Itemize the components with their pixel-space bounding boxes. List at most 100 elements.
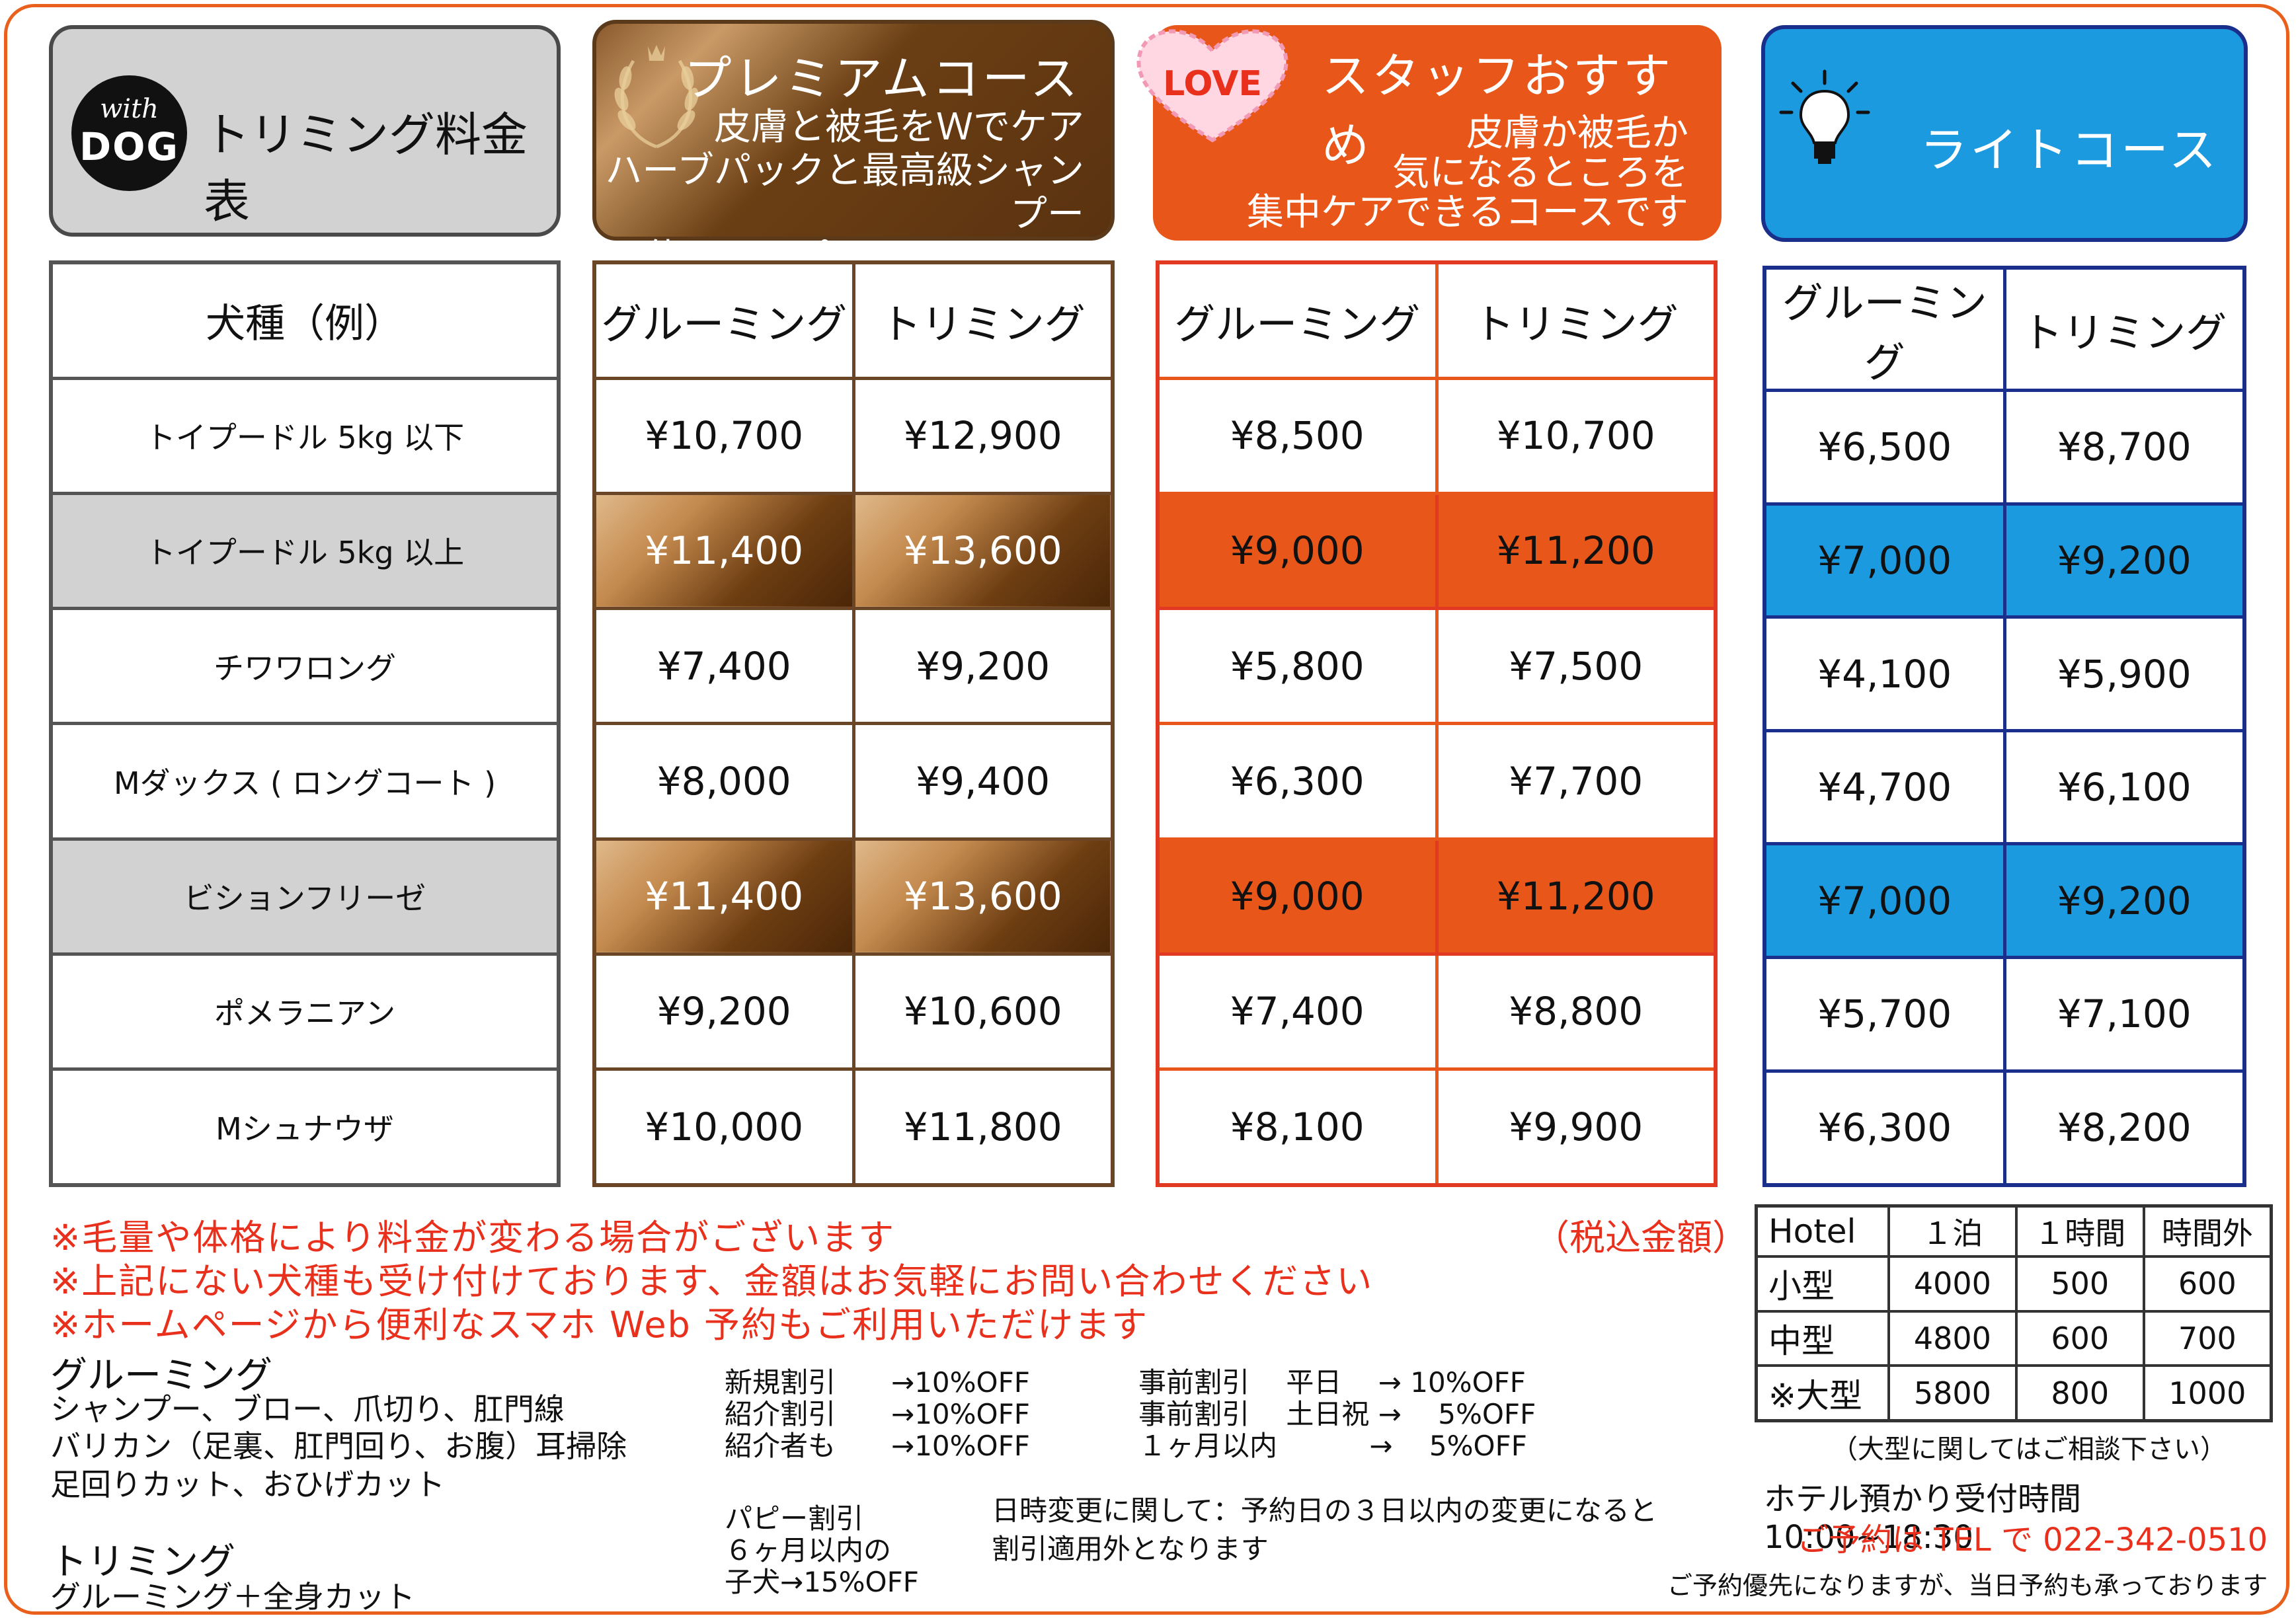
price-cell: ¥13,600: [851, 837, 1115, 956]
price-cell: ¥8,700: [2002, 389, 2246, 506]
price-cell: ¥7,400: [592, 606, 855, 726]
breed-cell: Mダックス ( ロングコート ): [49, 722, 561, 841]
staff-desc-line: 皮膚か被毛か: [1466, 112, 1688, 155]
grooming-column-header: グルーミング: [1762, 266, 2006, 392]
hotel-header: １時間: [2014, 1204, 2145, 1258]
hotel-price: 600: [2014, 1309, 2145, 1368]
trimming-column-header: トリミング: [2002, 266, 2246, 392]
puppy-discount-line: 子犬→15%OFF: [725, 1566, 919, 1598]
premium-desc-line: 皮膚と被毛をＷでケア: [714, 106, 1084, 149]
price-cell: ¥8,200: [2002, 1069, 2246, 1187]
hotel-header: １泊: [1887, 1204, 2018, 1258]
trimming-column-header: トリミング: [851, 260, 1115, 380]
price-cell: ¥9,200: [2002, 502, 2246, 619]
discount-line: 紹介者も →10%OFF: [725, 1430, 1030, 1462]
premium-desc-line: ハーブパックと最高級シャンプー: [605, 149, 1084, 236]
hotel-price: 5800: [1887, 1364, 2018, 1422]
price-cell: ¥9,200: [592, 952, 855, 1071]
price-cell: ¥9,200: [851, 606, 1115, 726]
grooming-line: シャンプー、ブロー、爪切り、肛門線: [50, 1391, 565, 1427]
logo-with-text: with: [100, 94, 159, 124]
discount-line: 紹介割引 →10%OFF: [725, 1398, 1030, 1430]
price-cell: ¥9,900: [1435, 1067, 1718, 1187]
date-change-note: 日時変更に関して：予約日の３日以内の変更になると: [992, 1494, 1657, 1527]
price-cell: ¥10,700: [1435, 376, 1718, 495]
staff-recommend-description: 皮膚か被毛か 気になるところを 集中ケアできるコースです: [1247, 114, 1688, 233]
price-cell: ¥11,400: [592, 837, 855, 956]
price-cell: ¥8,100: [1156, 1067, 1439, 1187]
hotel-size: 小型: [1755, 1255, 1890, 1313]
price-cell: ¥8,800: [1435, 952, 1718, 1071]
breed-column-header: 犬種（例）: [49, 260, 561, 380]
hotel-price: 600: [2142, 1255, 2273, 1313]
price-cell: ¥9,400: [851, 722, 1115, 841]
reservation-priority-note: ご予約優先になりますが、当日予約も承っております: [1667, 1571, 2268, 1600]
discount-line: 事前割引 土日祝 → 5%OFF: [1138, 1398, 1536, 1430]
breed-cell: トイプードル 5kg 以下: [49, 376, 561, 495]
price-cell: ¥10,600: [851, 952, 1115, 1071]
grooming-line: バリカン（足裏、肛門回り、お腹）耳掃除: [50, 1428, 627, 1464]
premium-price-table: グルーミング トリミング ¥10,700 ¥12,900 ¥11,400 ¥13,60…: [592, 260, 1115, 1187]
hotel-size: ※大型: [1755, 1364, 1890, 1422]
trimming-line: グルーミング＋全身カット: [50, 1579, 415, 1615]
hotel-hours: ホテル預かり受付時間 10:00~18:30: [1764, 1481, 2082, 1556]
breed-cell: ポメラニアン: [49, 952, 561, 1071]
hotel-price: 4800: [1887, 1309, 2018, 1368]
grooming-heading: グルーミング: [50, 1354, 272, 1397]
discount-line: 事前割引 平日 → 10%OFF: [1138, 1366, 1526, 1399]
price-cell: ¥7,000: [1762, 842, 2006, 960]
reservation-phone: ご予約は TEL で 022-342-0510: [1797, 1522, 2268, 1559]
price-cell: ¥11,200: [1435, 837, 1718, 956]
price-cell: ¥6,300: [1156, 722, 1439, 841]
puppy-discount-line: パピー割引: [725, 1502, 864, 1535]
note-line: ※上記にない犬種も受け付けております、金額はお気軽にお問い合わせください: [50, 1260, 1374, 1302]
price-cell: ¥9,200: [2002, 842, 2246, 960]
page-title: トリミング料金表: [204, 108, 528, 229]
price-cell: ¥4,700: [1762, 728, 2006, 846]
light-course-title: ライトコース: [1920, 122, 2219, 178]
trimming-heading: トリミング: [50, 1541, 235, 1584]
hotel-price: 700: [2142, 1309, 2273, 1368]
note-line: ※毛量や体格により料金が変わる場合がございます: [50, 1217, 896, 1258]
page-frame: [4, 4, 2289, 1615]
breed-cell: トイプードル 5kg 以上: [49, 491, 561, 611]
price-cell: ¥7,700: [1435, 722, 1718, 841]
price-cell: ¥11,200: [1435, 491, 1718, 611]
price-cell: ¥9,000: [1156, 491, 1439, 611]
light-course-header: ライトコース: [1761, 25, 2248, 242]
staff-price-table: グルーミング トリミング ¥8,500 ¥10,700 ¥9,000 ¥11,200 …: [1156, 260, 1718, 1187]
price-cell: ¥7,100: [2002, 956, 2246, 1073]
price-cell: ¥10,000: [592, 1067, 855, 1187]
hotel-header: Hotel: [1755, 1204, 1890, 1258]
hotel-price: 800: [2014, 1364, 2145, 1422]
laurel-wreath-icon: [614, 45, 699, 149]
hotel-price: 500: [2014, 1255, 2145, 1313]
price-cell: ¥10,700: [592, 376, 855, 495]
staff-desc-line: 気になるところを: [1392, 151, 1688, 194]
love-heart-icon: LOVE: [1136, 29, 1288, 143]
premium-course-title: プレミアムコース: [684, 51, 1080, 106]
puppy-discount-line: ６ヶ月以内の: [725, 1534, 892, 1566]
staff-desc-line: 集中ケアできるコースです: [1246, 191, 1688, 234]
hotel-note: （大型に関してはご相談下さい）: [1831, 1434, 2227, 1465]
price-cell: ¥7,500: [1435, 606, 1718, 726]
date-change-note: 割引適用外となります: [992, 1533, 1269, 1565]
with-dog-logo: with DOG: [71, 75, 187, 191]
breed-table: 犬種（例） トイプードル 5kg 以下 トイプードル 5kg 以上 チワワロング…: [49, 260, 561, 1187]
price-cell: ¥13,600: [851, 491, 1115, 611]
light-price-table: グルーミング トリミング ¥6,500 ¥8,700 ¥7,000 ¥9,200 ¥4…: [1762, 266, 2246, 1187]
price-cell: ¥5,700: [1762, 956, 2006, 1073]
hotel-header: 時間外: [2142, 1204, 2273, 1258]
staff-recommend-title: スタッフおすすめ: [1322, 48, 1674, 173]
breed-cell: ビションフリーゼ: [49, 837, 561, 956]
price-cell: ¥7,000: [1762, 502, 2006, 619]
tax-included-label: （税込金額）: [1534, 1217, 1748, 1258]
hotel-size: 中型: [1755, 1309, 1890, 1368]
grooming-column-header: グルーミング: [592, 260, 855, 380]
price-cell: ¥6,500: [1762, 389, 2006, 506]
premium-course-header: プレミアムコース 皮膚と被毛をＷでケア ハーブパックと最高級シャンプー を使用し…: [592, 20, 1115, 280]
love-badge-text: LOVE: [1163, 64, 1262, 104]
discount-line: 新規割引 →10%OFF: [725, 1366, 1030, 1399]
trimming-column-header: トリミング: [1435, 260, 1718, 380]
grooming-line: 足回りカット、おひげカット: [50, 1467, 446, 1502]
